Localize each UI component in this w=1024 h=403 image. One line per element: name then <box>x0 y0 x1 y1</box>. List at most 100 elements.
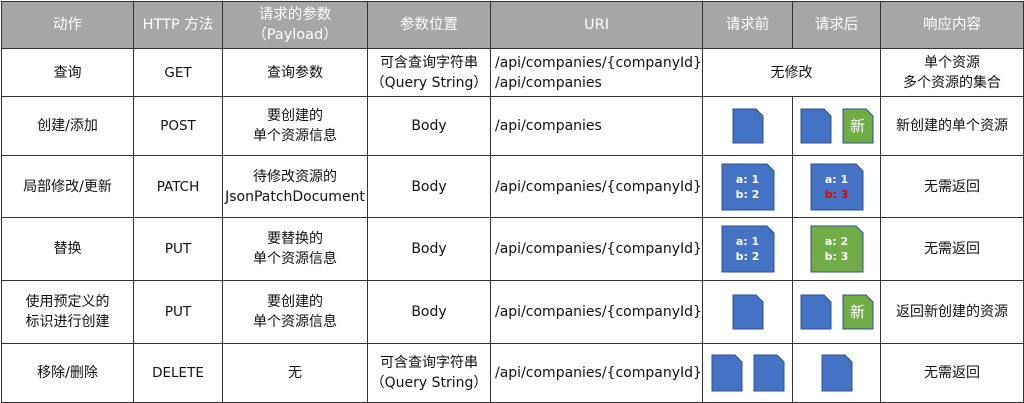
method-cell: DELETE <box>133 343 223 403</box>
header-location: 参数位置 <box>367 1 491 49</box>
after-cell: a: 1 b: 3 <box>792 155 881 218</box>
replaced-document-icon: a: 2 b: 3 <box>810 225 864 273</box>
field-a: a: 1 <box>735 235 760 248</box>
new-document-icon: 新 <box>842 108 874 144</box>
location-cell: Body <box>367 155 491 218</box>
after-cell: 新 <box>792 96 881 156</box>
payload-cell: 无 <box>222 343 368 403</box>
header-uri: URI <box>490 1 703 49</box>
location-cell: Body <box>367 280 491 344</box>
document-icon: a: 1 b: 3 <box>810 163 864 211</box>
new-label: 新 <box>849 302 865 321</box>
document-icon <box>753 354 785 392</box>
uri-cell: /api/companies <box>490 96 703 156</box>
location-cell: 可含查询字符串 （Query String） <box>367 343 491 403</box>
table-row: 创建/添加 POST 要创建的单个资源信息 Body /api/companie… <box>1 96 1024 156</box>
action-cell: 查询 <box>1 48 134 97</box>
uri-cell: /api/companies/{companyId} <box>490 343 703 403</box>
new-document-icon: 新 <box>842 294 874 330</box>
document-icon <box>732 108 764 144</box>
new-label: 新 <box>849 116 865 135</box>
payload-line: 单个资源信息 <box>253 251 337 267</box>
location-cell: Body <box>367 96 491 156</box>
document-icon <box>800 294 832 330</box>
document-icon <box>800 108 832 144</box>
header-payload: 请求的参数 （Payload） <box>222 1 368 49</box>
after-cell: 新 <box>792 280 881 344</box>
header-action: 动作 <box>1 1 134 49</box>
payload-line: 待修改资源的 <box>253 168 337 185</box>
payload-cell: 要创建的单个资源信息 <box>222 96 368 156</box>
before-cell: a: 1 b: 2 <box>702 217 793 281</box>
location-line: 可含查询字符串 <box>380 54 478 71</box>
action-line: 标识进行创建 <box>25 314 110 330</box>
payload-cell: 要创建的单个资源信息 <box>222 280 368 344</box>
response-cell: 返回新创建的资源 <box>880 280 1024 344</box>
document-icon: a: 1 b: 2 <box>721 225 775 273</box>
field-b-changed: b: 3 <box>824 187 849 201</box>
location-cell: 可含查询字符串 （Query String） <box>367 48 491 97</box>
response-line: 多个资源的集合 <box>903 74 1001 91</box>
action-cell: 移除/删除 <box>1 343 134 403</box>
method-cell: PUT <box>133 280 223 344</box>
header-row: 动作 HTTP 方法 请求的参数 （Payload） 参数位置 URI 请求前 请… <box>1 1 1024 49</box>
response-line: 单个资源 <box>924 54 980 71</box>
action-line: 使用预定义的 <box>25 294 110 310</box>
before-after-cell: 无修改 <box>702 48 881 97</box>
table-row: 局部修改/更新 PATCH 待修改资源的 JsonPatchDocument Bo… <box>1 155 1024 218</box>
uri-cell: /api/companies/{companyId} <box>490 217 703 281</box>
payload-cell: 查询参数 <box>222 48 368 97</box>
document-icon <box>711 354 743 392</box>
table-row: 使用预定义的 标识进行创建 PUT 要创建的单个资源信息 Body /api/co… <box>1 280 1024 344</box>
response-cell: 无需返回 <box>880 217 1024 281</box>
after-cell <box>792 343 881 403</box>
payload-line: 单个资源信息 <box>253 314 337 330</box>
uri-line: /api/companies/{companyId} <box>495 54 702 71</box>
document-icon: a: 1 b: 2 <box>721 163 775 211</box>
header-payload-line1: 请求的参数 <box>258 7 332 23</box>
header-payload-line2: （Payload） <box>252 27 338 43</box>
action-cell: 使用预定义的 标识进行创建 <box>1 280 134 344</box>
header-after: 请求后 <box>792 1 881 49</box>
method-cell: GET <box>133 48 223 97</box>
action-cell: 替换 <box>1 217 134 281</box>
before-cell <box>702 96 793 156</box>
field-a: a: 1 <box>735 172 760 186</box>
document-icon <box>821 354 853 392</box>
payload-cell: 要替换的单个资源信息 <box>222 217 368 281</box>
after-cell: a: 2 b: 3 <box>792 217 881 281</box>
method-cell: POST <box>133 96 223 156</box>
action-cell: 创建/添加 <box>1 96 134 156</box>
payload-line: 单个资源信息 <box>253 128 337 144</box>
table-row: 移除/删除 DELETE 无 可含查询字符串 （Query String） /ap… <box>1 343 1024 403</box>
location-line: （Query String） <box>370 74 488 91</box>
location-cell: Body <box>367 217 491 281</box>
payload-line: 要创建的 <box>267 108 323 124</box>
uri-cell: /api/companies/{companyId} /api/companies <box>490 48 703 97</box>
field-a: a: 1 <box>824 172 849 186</box>
document-icon <box>732 294 764 330</box>
before-cell <box>702 343 793 403</box>
header-before: 请求前 <box>702 1 793 49</box>
before-cell: a: 1 b: 2 <box>702 155 793 218</box>
payload-line: 要替换的 <box>267 231 323 247</box>
header-method: HTTP 方法 <box>133 1 223 49</box>
table-row: 替换 PUT 要替换的 单个资源信息 Body /api/companies/{c… <box>1 217 1024 281</box>
uri-line: /api/companies <box>495 74 602 91</box>
payload-line: 要创建的 <box>267 294 323 310</box>
action-cell: 局部修改/更新 <box>1 155 134 218</box>
field-b: b: 2 <box>735 187 760 201</box>
response-cell: 无需返回 <box>880 155 1024 218</box>
header-response: 响应内容 <box>880 1 1024 49</box>
field-b: b: 2 <box>735 250 760 263</box>
payload-line: JsonPatchDocument <box>225 188 365 205</box>
table-row: 查询 GET 查询参数 可含查询字符串 （Query String） /api/c… <box>1 48 1024 97</box>
before-cell <box>702 280 793 344</box>
location-line: 可含查询字符串 <box>380 355 478 371</box>
location-line: （Query String） <box>370 375 488 391</box>
uri-cell: /api/companies/{companyId} <box>490 280 703 344</box>
response-cell: 单个资源多个资源的集合 <box>880 48 1024 97</box>
method-cell: PATCH <box>133 155 223 218</box>
field-b: b: 3 <box>824 250 849 263</box>
